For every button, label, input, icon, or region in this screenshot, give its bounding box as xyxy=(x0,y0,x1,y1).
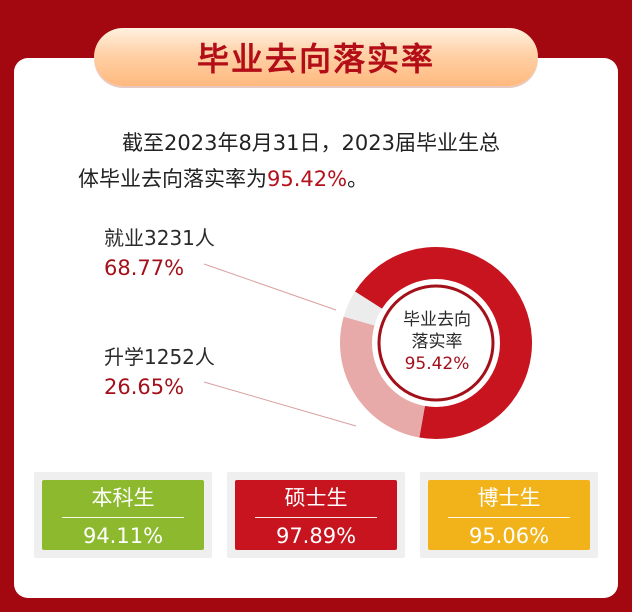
donut-center-value: 95.42% xyxy=(380,353,494,375)
stat-value: 97.89% xyxy=(235,523,397,549)
stat-card-doctoral-body: 博士生 95.06% xyxy=(428,480,590,550)
leader-line-employment xyxy=(204,264,336,310)
donut-center-label: 毕业去向 落实率 95.42% xyxy=(380,309,494,375)
further-study-label: 升学1252人 xyxy=(104,343,215,371)
further-study-percent: 26.65% xyxy=(104,373,184,401)
stat-card-master-body: 硕士生 97.89% xyxy=(235,480,397,550)
leader-line-further-study xyxy=(204,382,356,426)
donut-center-line-2: 落实率 xyxy=(380,331,494,353)
employment-percent: 68.77% xyxy=(104,254,184,282)
stat-card-master: 硕士生 97.89% xyxy=(227,472,405,558)
stat-divider xyxy=(255,517,377,518)
stat-value: 95.06% xyxy=(428,523,590,549)
employment-label: 就业3231人 xyxy=(104,224,215,252)
stat-value: 94.11% xyxy=(42,523,204,549)
stat-name: 本科生 xyxy=(42,485,204,511)
stat-card-doctoral: 博士生 95.06% xyxy=(420,472,598,558)
donut-center-line-1: 毕业去向 xyxy=(380,309,494,331)
stat-divider xyxy=(62,517,184,518)
stat-card-undergraduate: 本科生 94.11% xyxy=(34,472,212,558)
stat-card-undergraduate-body: 本科生 94.11% xyxy=(42,480,204,550)
stat-name: 博士生 xyxy=(428,485,590,511)
stat-name: 硕士生 xyxy=(235,485,397,511)
stat-divider xyxy=(448,517,570,518)
